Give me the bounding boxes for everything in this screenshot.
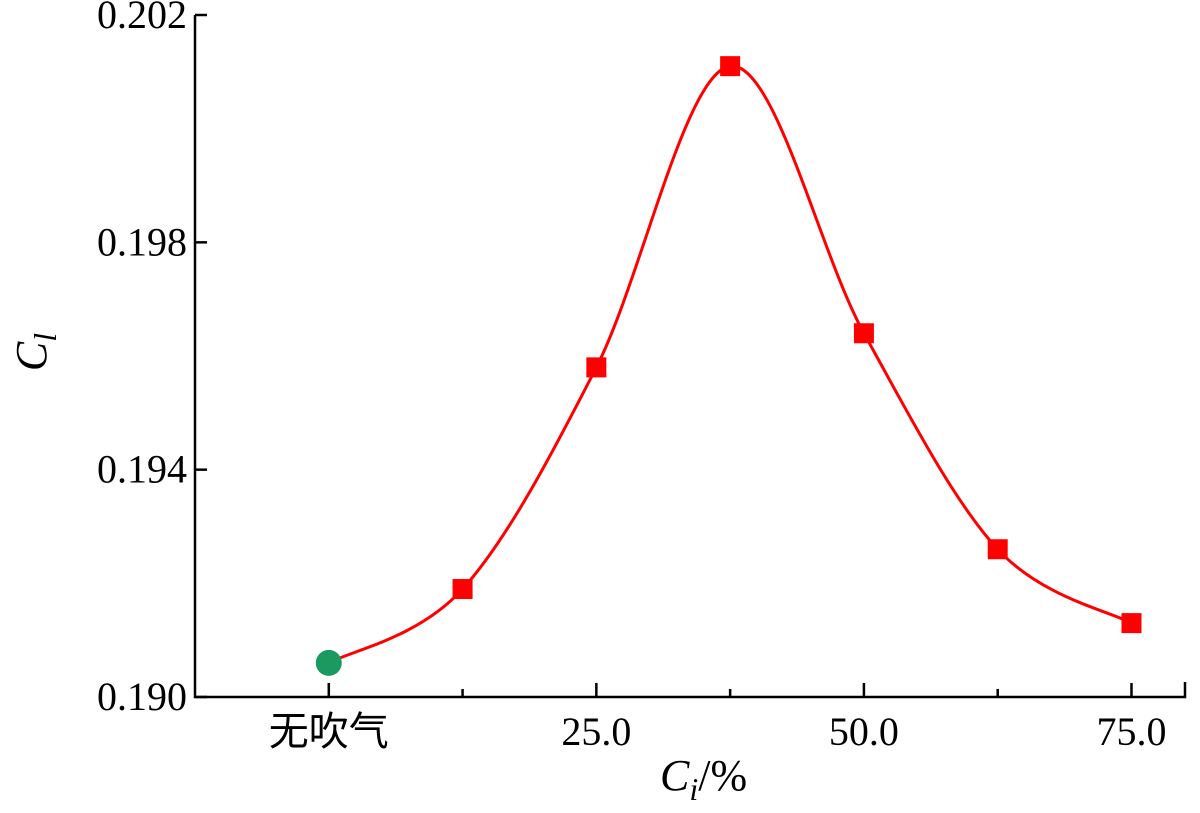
y-tick-label: 0.202: [97, 0, 187, 37]
y-tick-label: 0.198: [97, 219, 187, 264]
series-line: [328, 64, 1133, 665]
x-axis-title: Ci/%: [660, 751, 747, 807]
y-tick-label: 0.190: [97, 674, 187, 719]
curve-layer: [328, 64, 1133, 665]
x-axis-title-main: C: [660, 751, 690, 800]
data-point-square: [987, 539, 1008, 560]
y-axis-title-sub: l: [27, 333, 63, 342]
marker-layer: [315, 56, 1142, 676]
axes: 0.190 0.194 0.198 0.202 无吹气 25.0 50.0 75.0: [97, 0, 1187, 754]
data-point-square: [586, 357, 607, 378]
x-tick-label: 25.0: [561, 709, 631, 754]
x-tick-label: 无吹气: [269, 709, 389, 754]
x-tick-label: 50.0: [829, 709, 899, 754]
data-point-square: [720, 56, 741, 77]
x-axis-title-sub: i: [689, 771, 698, 807]
data-point-circle: [315, 649, 342, 676]
data-point-square: [452, 579, 473, 600]
x-axis-title-unit: /%: [698, 751, 747, 800]
x-tick-label: 75.0: [1096, 709, 1166, 754]
y-tick-label: 0.194: [97, 447, 187, 492]
data-point-square: [1121, 613, 1142, 634]
y-axis-title: Cl: [7, 333, 63, 371]
label-layer: Ci/% Cl: [7, 333, 747, 807]
axis-frame: [193, 15, 1187, 699]
y-axis-title-main: C: [7, 341, 56, 371]
data-point-square: [853, 323, 874, 344]
